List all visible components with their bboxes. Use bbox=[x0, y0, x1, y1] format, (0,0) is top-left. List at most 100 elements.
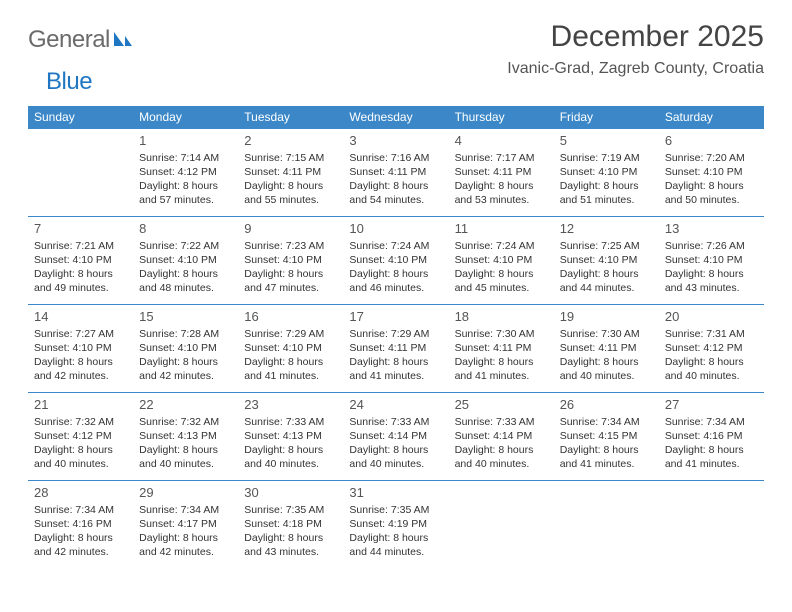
daylight-line: Daylight: 8 hours and 43 minutes. bbox=[244, 531, 337, 559]
daylight-line: Daylight: 8 hours and 45 minutes. bbox=[455, 267, 548, 295]
sunset-line: Sunset: 4:13 PM bbox=[139, 429, 232, 443]
day-number: 15 bbox=[139, 308, 232, 326]
sunset-line: Sunset: 4:18 PM bbox=[244, 517, 337, 531]
sunrise-line: Sunrise: 7:34 AM bbox=[665, 415, 758, 429]
daylight-line: Daylight: 8 hours and 41 minutes. bbox=[560, 443, 653, 471]
day-number: 29 bbox=[139, 484, 232, 502]
daylight-line: Daylight: 8 hours and 42 minutes. bbox=[34, 355, 127, 383]
month-title: December 2025 bbox=[507, 20, 764, 54]
daylight-line: Daylight: 8 hours and 40 minutes. bbox=[560, 355, 653, 383]
daylight-line: Daylight: 8 hours and 46 minutes. bbox=[349, 267, 442, 295]
daylight-line: Daylight: 8 hours and 41 minutes. bbox=[349, 355, 442, 383]
sunrise-line: Sunrise: 7:28 AM bbox=[139, 327, 232, 341]
calendar-day-cell: 25Sunrise: 7:33 AMSunset: 4:14 PMDayligh… bbox=[449, 393, 554, 481]
title-block: December 2025 Ivanic-Grad, Zagreb County… bbox=[507, 20, 764, 88]
weekday-header: Sunday bbox=[28, 106, 133, 129]
daylight-line: Daylight: 8 hours and 44 minutes. bbox=[349, 531, 442, 559]
calendar-day-cell: 23Sunrise: 7:33 AMSunset: 4:13 PMDayligh… bbox=[238, 393, 343, 481]
sunset-line: Sunset: 4:16 PM bbox=[665, 429, 758, 443]
daylight-line: Daylight: 8 hours and 40 minutes. bbox=[455, 443, 548, 471]
daylight-line: Daylight: 8 hours and 40 minutes. bbox=[349, 443, 442, 471]
calendar-day-cell: 7Sunrise: 7:21 AMSunset: 4:10 PMDaylight… bbox=[28, 217, 133, 305]
calendar-day-cell: 20Sunrise: 7:31 AMSunset: 4:12 PMDayligh… bbox=[659, 305, 764, 393]
sunrise-line: Sunrise: 7:19 AM bbox=[560, 151, 653, 165]
day-number: 5 bbox=[560, 132, 653, 150]
sunset-line: Sunset: 4:10 PM bbox=[34, 253, 127, 267]
day-number: 17 bbox=[349, 308, 442, 326]
calendar-day-cell: 14Sunrise: 7:27 AMSunset: 4:10 PMDayligh… bbox=[28, 305, 133, 393]
daylight-line: Daylight: 8 hours and 41 minutes. bbox=[455, 355, 548, 383]
sunrise-line: Sunrise: 7:14 AM bbox=[139, 151, 232, 165]
day-number: 19 bbox=[560, 308, 653, 326]
sunset-line: Sunset: 4:10 PM bbox=[139, 341, 232, 355]
calendar-day-cell: 22Sunrise: 7:32 AMSunset: 4:13 PMDayligh… bbox=[133, 393, 238, 481]
calendar-day-cell: 16Sunrise: 7:29 AMSunset: 4:10 PMDayligh… bbox=[238, 305, 343, 393]
day-number: 22 bbox=[139, 396, 232, 414]
calendar-day-cell: 30Sunrise: 7:35 AMSunset: 4:18 PMDayligh… bbox=[238, 481, 343, 569]
day-number: 14 bbox=[34, 308, 127, 326]
sunset-line: Sunset: 4:11 PM bbox=[244, 165, 337, 179]
sunset-line: Sunset: 4:12 PM bbox=[139, 165, 232, 179]
sunset-line: Sunset: 4:12 PM bbox=[665, 341, 758, 355]
sunrise-line: Sunrise: 7:33 AM bbox=[244, 415, 337, 429]
sunset-line: Sunset: 4:15 PM bbox=[560, 429, 653, 443]
sunrise-line: Sunrise: 7:26 AM bbox=[665, 239, 758, 253]
calendar-day-cell: 15Sunrise: 7:28 AMSunset: 4:10 PMDayligh… bbox=[133, 305, 238, 393]
daylight-line: Daylight: 8 hours and 55 minutes. bbox=[244, 179, 337, 207]
sunrise-line: Sunrise: 7:29 AM bbox=[349, 327, 442, 341]
sunrise-line: Sunrise: 7:32 AM bbox=[139, 415, 232, 429]
calendar-week-row: 21 Sunrise: 7:32 AM Sunset: 4:12 PM Dayligh… bbox=[28, 393, 764, 481]
calendar-day-cell bbox=[28, 129, 133, 217]
brand-part2: Blue bbox=[46, 68, 92, 96]
calendar-week-row: 1Sunrise: 7:14 AMSunset: 4:12 PMDaylight… bbox=[28, 129, 764, 217]
sunset-line: Sunset: 4:19 PM bbox=[349, 517, 442, 531]
sunrise-line: Sunrise: 7:25 AM bbox=[560, 239, 653, 253]
sunset-line: Sunset: 4:10 PM bbox=[560, 253, 653, 267]
sunset-line: Sunset: 4:10 PM bbox=[34, 341, 127, 355]
day-number: 26 bbox=[560, 396, 653, 414]
sunrise-line: Sunrise: 7:34 AM bbox=[139, 503, 232, 517]
sunset-line: Sunset: 4:10 PM bbox=[560, 165, 653, 179]
day-number: 2 bbox=[244, 132, 337, 150]
calendar-day-cell: 24Sunrise: 7:33 AMSunset: 4:14 PMDayligh… bbox=[343, 393, 448, 481]
sunrise-line: Sunrise: 7:29 AM bbox=[244, 327, 337, 341]
calendar-day-cell: 4Sunrise: 7:17 AMSunset: 4:11 PMDaylight… bbox=[449, 129, 554, 217]
day-number: 25 bbox=[455, 396, 548, 414]
day-number: 11 bbox=[455, 220, 548, 238]
calendar-day-cell: 19Sunrise: 7:30 AMSunset: 4:11 PMDayligh… bbox=[554, 305, 659, 393]
calendar-day-cell: 21Sunrise: 7:32 AMSunset: 4:12 PMDayligh… bbox=[28, 393, 133, 481]
sunrise-line: Sunrise: 7:27 AM bbox=[34, 327, 127, 341]
calendar-day-cell: 31Sunrise: 7:35 AMSunset: 4:19 PMDayligh… bbox=[343, 481, 448, 569]
calendar-day-cell: 11Sunrise: 7:24 AMSunset: 4:10 PMDayligh… bbox=[449, 217, 554, 305]
day-number: 24 bbox=[349, 396, 442, 414]
day-number: 31 bbox=[349, 484, 442, 502]
calendar-day-cell: 10Sunrise: 7:24 AMSunset: 4:10 PMDayligh… bbox=[343, 217, 448, 305]
daylight-line: Daylight: 8 hours and 54 minutes. bbox=[349, 179, 442, 207]
day-number: 10 bbox=[349, 220, 442, 238]
day-number: 21 bbox=[34, 396, 127, 414]
weekday-header: Thursday bbox=[449, 106, 554, 129]
daylight-line: Daylight: 8 hours and 43 minutes. bbox=[665, 267, 758, 295]
sunrise-line: Sunrise: 7:17 AM bbox=[455, 151, 548, 165]
day-number: 12 bbox=[560, 220, 653, 238]
daylight-line: Daylight: 8 hours and 42 minutes. bbox=[139, 531, 232, 559]
daylight-line: Daylight: 8 hours and 40 minutes. bbox=[244, 443, 337, 471]
daylight-line: Daylight: 8 hours and 49 minutes. bbox=[34, 267, 127, 295]
sunrise-line: Sunrise: 7:33 AM bbox=[349, 415, 442, 429]
day-number: 9 bbox=[244, 220, 337, 238]
sunset-line: Sunset: 4:10 PM bbox=[455, 253, 548, 267]
day-number: 20 bbox=[665, 308, 758, 326]
day-number: 16 bbox=[244, 308, 337, 326]
sunset-line: Sunset: 4:17 PM bbox=[139, 517, 232, 531]
daylight-line: Daylight: 8 hours and 47 minutes. bbox=[244, 267, 337, 295]
day-number: 18 bbox=[455, 308, 548, 326]
calendar-week-row: 14Sunrise: 7:27 AMSunset: 4:10 PMDayligh… bbox=[28, 305, 764, 393]
sunset-line: Sunset: 4:10 PM bbox=[349, 253, 442, 267]
calendar-table: SundayMondayTuesdayWednesdayThursdayFrid… bbox=[28, 106, 764, 569]
daylight-line: Daylight: 8 hours and 40 minutes. bbox=[139, 443, 232, 471]
sunrise-line: Sunrise: 7:20 AM bbox=[665, 151, 758, 165]
calendar-week-row: 28Sunrise: 7:34 AMSunset: 4:16 PMDayligh… bbox=[28, 481, 764, 569]
sunset-line: Sunset: 4:12 PM bbox=[34, 429, 127, 443]
calendar-day-cell: 26Sunrise: 7:34 AMSunset: 4:15 PMDayligh… bbox=[554, 393, 659, 481]
daylight-line: Daylight: 8 hours and 48 minutes. bbox=[139, 267, 232, 295]
